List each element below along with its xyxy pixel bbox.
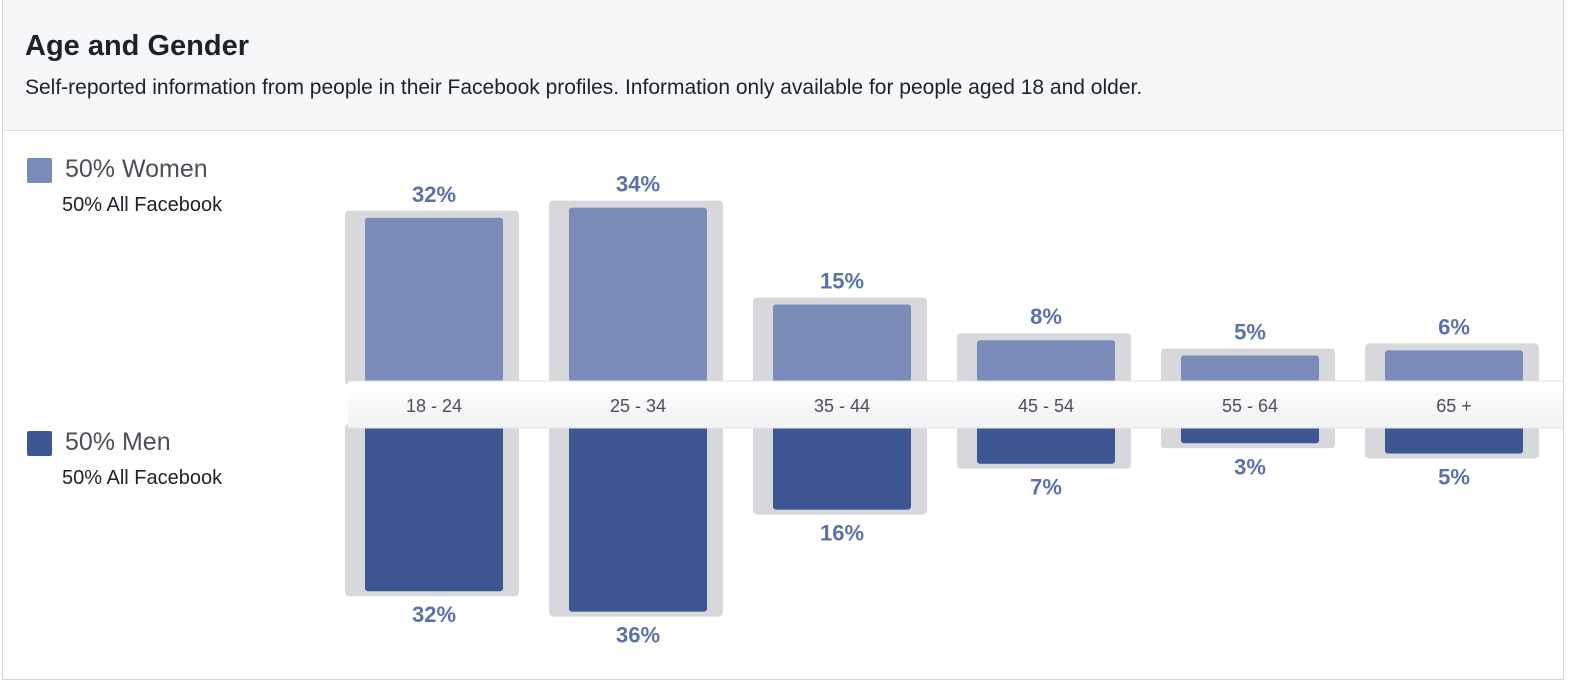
category-label: 25 - 34 [610,396,666,416]
category-label: 55 - 64 [1222,396,1278,416]
women-value-label: 6% [1438,314,1470,339]
women-legend-label: 50% Women [65,155,208,183]
men-value-label: 16% [820,521,864,546]
men-legend-sub: 50% All Facebook [62,467,223,489]
women-value-label: 8% [1030,304,1062,329]
men-value-label: 3% [1234,454,1266,479]
panel-subtitle: Self-reported information from people in… [25,76,1143,99]
women-bar [1181,355,1319,384]
women-bar [773,304,911,384]
men-value-label: 7% [1030,475,1062,500]
women-value-label: 32% [412,182,456,207]
age-gender-chart: 18 - 24 32% 32% 25 - 34 34% 36% 35 - 44 15% 16% 4… [345,172,1563,648]
panel-title: Age and Gender [25,30,249,62]
panel-header: Age and Gender Self-reported information… [3,0,1563,131]
men-bar [569,425,707,612]
category-label: 18 - 24 [406,396,462,416]
category-strip [348,381,1563,428]
men-bar [773,425,911,510]
men-legend-label: 50% Men [65,428,171,456]
women-bar [977,340,1115,384]
men-value-label: 36% [616,623,660,648]
category-label: 65 + [1436,396,1472,416]
women-legend-sub: 50% All Facebook [62,194,223,216]
men-value-label: 5% [1438,465,1470,490]
women-value-label: 34% [616,172,660,197]
women-bar [1385,350,1523,384]
men-bar [1181,425,1319,444]
men-bar [1385,425,1523,454]
category-label: 35 - 44 [814,396,870,416]
men-bar [977,425,1115,464]
men-bar [365,425,503,592]
men-value-label: 32% [412,602,456,627]
men-swatch [27,431,52,456]
women-swatch [27,158,52,183]
category-label: 45 - 54 [1018,396,1074,416]
women-value-label: 5% [1234,320,1266,345]
women-bar [569,207,707,384]
women-bar [365,217,503,384]
women-value-label: 15% [820,269,864,294]
